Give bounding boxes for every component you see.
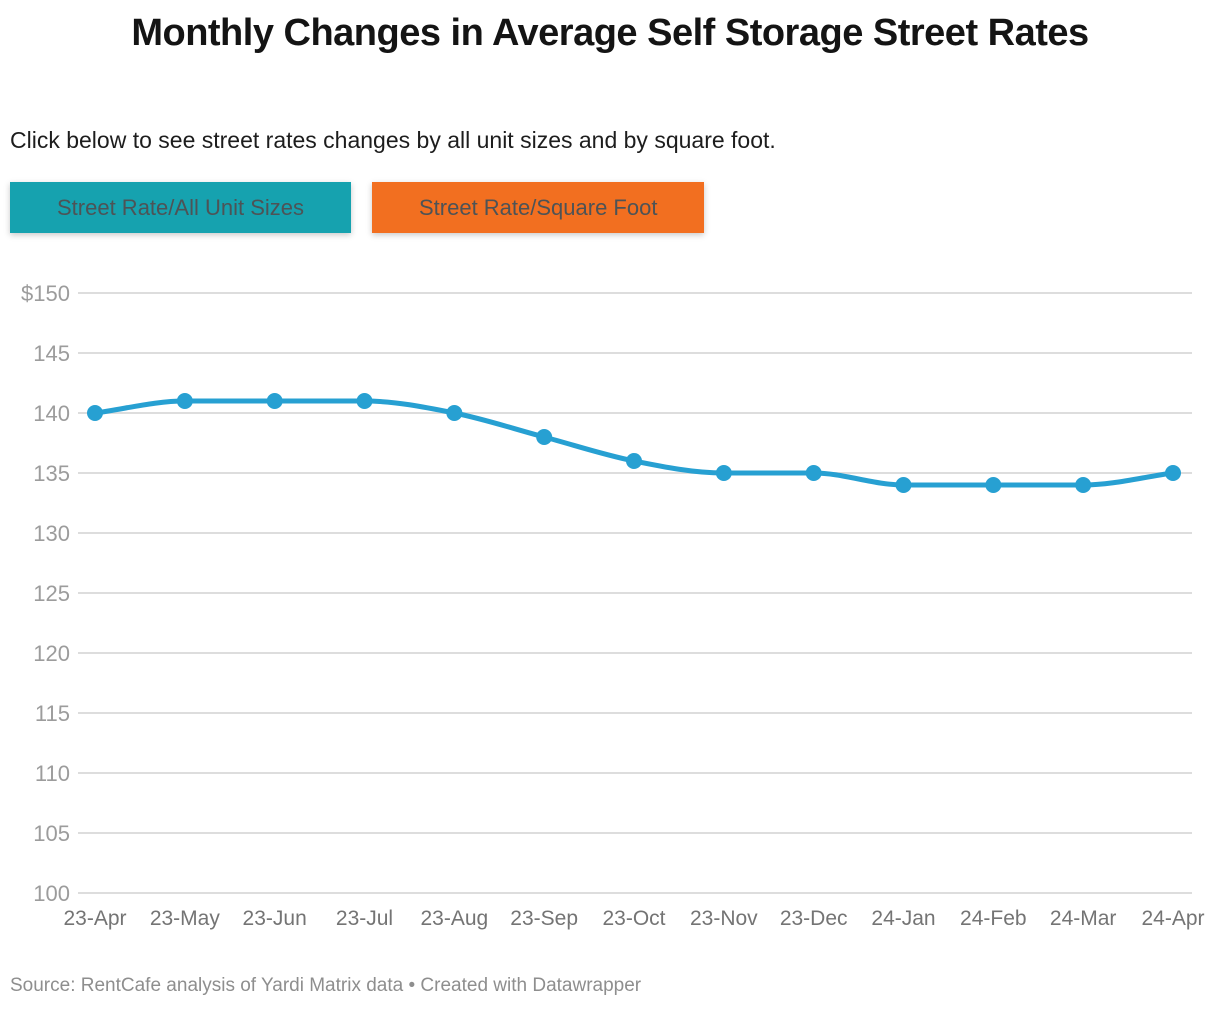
x-axis-tick-label: 23-Sep <box>510 907 578 930</box>
line-chart: $150 145 140 135 130 125 120 115 110 105 100 23-Apr… <box>0 263 1220 953</box>
x-axis-tick-label: 24-Mar <box>1050 907 1117 930</box>
data-point[interactable] <box>715 465 732 481</box>
data-point[interactable] <box>895 477 912 493</box>
data-point[interactable] <box>87 405 103 421</box>
data-point[interactable] <box>446 405 463 421</box>
data-point[interactable] <box>176 393 193 409</box>
y-axis-tick-label: 110 <box>35 761 70 786</box>
intro-text: Click below to see street rates changes … <box>10 127 776 153</box>
line-chart-svg: $150 145 140 135 130 125 120 115 110 105 10023-Apr… <box>21 281 1204 930</box>
data-point[interactable] <box>356 393 373 409</box>
x-axis-tick-label: 23-Apr <box>63 907 126 930</box>
y-axis-tick-label: 130 <box>33 521 70 546</box>
data-point[interactable] <box>536 429 553 445</box>
y-axis-tick-label: 125 <box>33 581 70 606</box>
tab-street-rate-square-foot[interactable]: Street Rate/Square Foot <box>371 182 705 233</box>
x-axis-tick-label: 23-May <box>150 907 221 930</box>
x-axis-tick-label: 24-Feb <box>960 907 1027 930</box>
tab-street-rate-all-unit-sizes[interactable]: Street Rate/All Unit Sizes <box>10 182 351 233</box>
source-note: Source: RentCafe analysis of Yardi Matri… <box>10 975 642 996</box>
data-point[interactable] <box>1075 477 1092 493</box>
x-axis-tick-label: 24-Apr <box>1141 907 1204 930</box>
data-point[interactable] <box>266 393 283 409</box>
x-axis-tick-label: 23-Dec <box>780 907 848 930</box>
page-title: Monthly Changes in Average Self Storage … <box>131 12 1089 54</box>
y-axis-tick-label: 140 <box>33 401 70 426</box>
y-axis-tick-label: 100 <box>33 881 70 906</box>
x-axis-tick-label: 23-Jun <box>243 907 307 930</box>
data-point[interactable] <box>985 477 1002 493</box>
x-axis-tick-label: 23-Oct <box>602 907 665 930</box>
data-point[interactable] <box>805 465 822 481</box>
y-axis-tick-label: 105 <box>33 821 70 846</box>
x-axis-tick-label: 23-Aug <box>420 907 488 930</box>
y-axis-tick-label: 115 <box>35 701 70 726</box>
y-axis-tick-label: 145 <box>33 341 70 366</box>
data-point[interactable] <box>626 453 642 469</box>
y-axis-tick-label: 135 <box>33 461 70 486</box>
x-axis-tick-label: 23-Nov <box>690 907 758 930</box>
data-point[interactable] <box>1165 465 1181 481</box>
x-axis-tick-label: 23-Jul <box>336 907 393 930</box>
x-axis-tick-label: 24-Jan <box>871 907 935 930</box>
y-axis-tick-label: $150 <box>21 281 70 306</box>
y-axis-tick-label: 120 <box>33 641 70 666</box>
tab-buttons-row: Street Rate/All Unit Sizes Street Rate/S… <box>10 182 1220 233</box>
